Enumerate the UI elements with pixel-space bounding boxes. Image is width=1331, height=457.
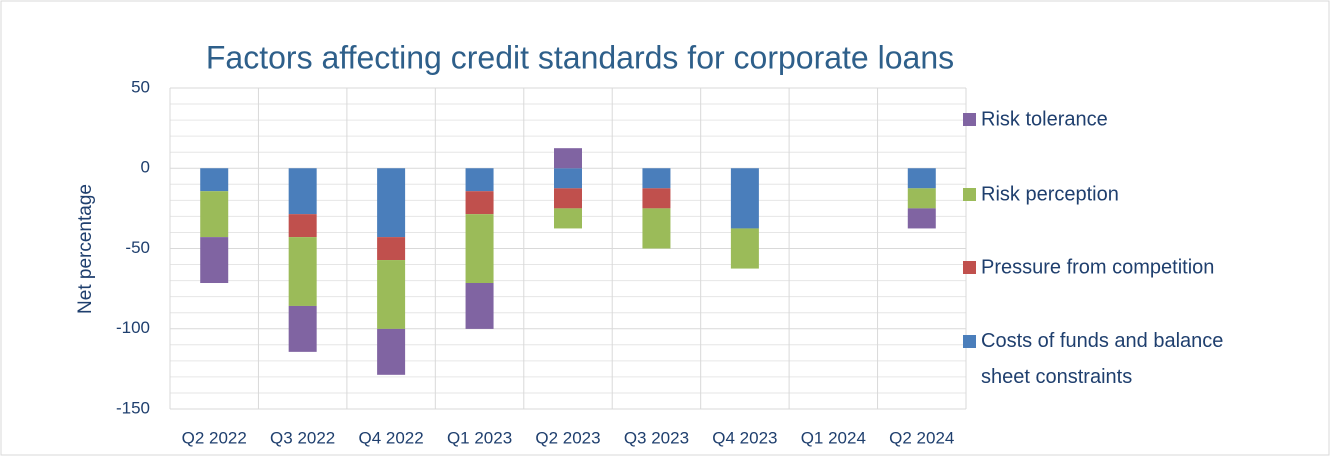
bar-segment — [642, 168, 671, 189]
x-tick-label: Q4 2023 — [712, 428, 777, 447]
x-tick-label: Q3 2022 — [270, 428, 335, 447]
bar-segment — [200, 237, 229, 284]
x-tick-label: Q1 2023 — [447, 428, 512, 447]
y-tick-label: 50 — [131, 77, 150, 96]
y-tick-label: -100 — [116, 318, 150, 337]
bar-segment — [465, 283, 494, 329]
bar-segment — [554, 188, 582, 209]
bar-segment — [465, 191, 494, 215]
legend-label: Risk tolerance — [981, 108, 1108, 130]
bar-segment — [288, 305, 317, 352]
chart-title: Factors affecting credit standards for c… — [206, 39, 954, 75]
x-tick-label: Q2 2022 — [182, 428, 247, 447]
bar-segment — [554, 208, 582, 229]
bar-segment — [377, 328, 406, 375]
y-tick-label: -50 — [125, 238, 150, 257]
bar-segment — [200, 168, 229, 192]
bar-segment — [288, 214, 317, 238]
legend-label: Risk perception — [981, 183, 1119, 205]
bar-segment — [465, 214, 494, 284]
x-tick-label: Q2 2023 — [535, 428, 600, 447]
bar-segment — [730, 168, 759, 229]
bar-segment — [377, 237, 406, 261]
legend-swatch — [963, 188, 976, 201]
legend-label: Pressure from competition — [981, 256, 1214, 278]
legend-swatch — [963, 335, 976, 348]
bar-segment — [200, 191, 229, 238]
bar-segment — [465, 168, 494, 192]
bar-segment — [907, 168, 936, 189]
x-tick-label: Q3 2023 — [624, 428, 689, 447]
bar-segment — [907, 188, 936, 209]
bar-segment — [554, 168, 582, 189]
y-tick-label: -150 — [116, 398, 150, 417]
legend-swatch — [963, 113, 976, 126]
bar-segment — [907, 208, 936, 229]
x-tick-label: Q2 2024 — [889, 428, 954, 447]
y-axis-label: Net percentage — [75, 184, 96, 314]
bar-segment — [288, 168, 317, 215]
bar-segment — [642, 188, 671, 209]
legend-label: Costs of funds and balance sheet constrai… — [981, 330, 1223, 388]
y-tick-label: 0 — [141, 158, 150, 177]
bar-segment — [377, 168, 406, 238]
x-tick-label: Q4 2022 — [358, 428, 423, 447]
bar-segment — [554, 148, 582, 169]
legend-swatch — [963, 261, 976, 274]
bar-segment — [377, 260, 406, 329]
bar-segment — [730, 228, 759, 269]
x-tick-label: Q1 2024 — [801, 428, 866, 447]
bar-segment — [642, 208, 671, 249]
bar-segment — [288, 237, 317, 306]
